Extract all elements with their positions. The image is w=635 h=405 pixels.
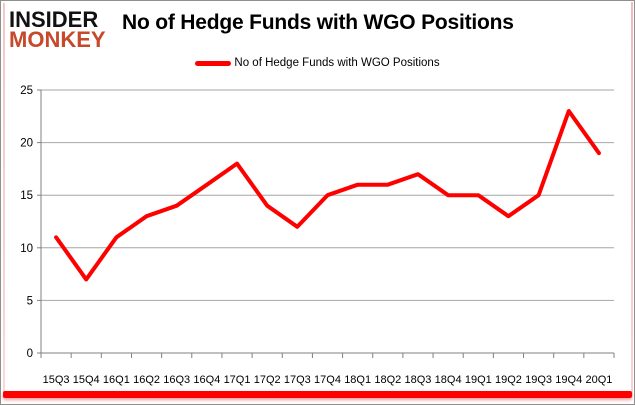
- x-tick-label: 15Q4: [73, 374, 100, 386]
- bottom-red-bar: [3, 391, 632, 398]
- x-tick-label: 16Q3: [163, 374, 190, 386]
- legend: No of Hedge Funds with WGO Positions: [1, 57, 634, 69]
- x-tick-label: 17Q1: [224, 374, 251, 386]
- left-accent-line: [3, 3, 5, 394]
- y-tick-label: 10: [20, 243, 33, 255]
- y-tick-label: 5: [27, 295, 33, 307]
- x-tick-label: 18Q3: [405, 374, 432, 386]
- x-tick-label: 16Q1: [103, 374, 130, 386]
- legend-line-swatch: [195, 60, 232, 66]
- x-tick-label: 18Q1: [344, 374, 371, 386]
- x-tick-label: 16Q2: [133, 374, 160, 386]
- series-line: [54, 109, 601, 282]
- x-tick-label: 17Q4: [314, 374, 341, 386]
- chart-title: No of Hedge Funds with WGO Positions: [122, 11, 514, 34]
- y-tick-label: 20: [20, 138, 33, 150]
- legend-label: No of Hedge Funds with WGO Positions: [234, 57, 440, 69]
- x-tick-label: 18Q4: [435, 374, 462, 386]
- y-tick-label: 15: [20, 190, 33, 202]
- x-tick-label: 17Q3: [284, 374, 311, 386]
- insider-monkey-logo: INSIDER MONKEY: [9, 7, 106, 52]
- x-tick-label: 20Q1: [585, 374, 612, 386]
- x-tick-label: 19Q4: [555, 374, 582, 386]
- right-accent-line: [631, 2, 633, 396]
- x-tick-label: 15Q3: [43, 374, 70, 386]
- x-tick-label: 19Q3: [525, 374, 552, 386]
- y-tick-label: 0: [27, 348, 33, 360]
- x-tick-label: 16Q4: [193, 374, 220, 386]
- x-tick-label: 19Q2: [495, 374, 522, 386]
- logo-insider-text: INSIDER: [9, 7, 99, 32]
- logo-monkey-text: MONKEY: [9, 27, 106, 52]
- x-tick-label: 18Q2: [374, 374, 401, 386]
- x-tick-label: 17Q2: [254, 374, 281, 386]
- y-tick-label: 25: [20, 85, 33, 97]
- x-tick-label: 19Q1: [465, 374, 492, 386]
